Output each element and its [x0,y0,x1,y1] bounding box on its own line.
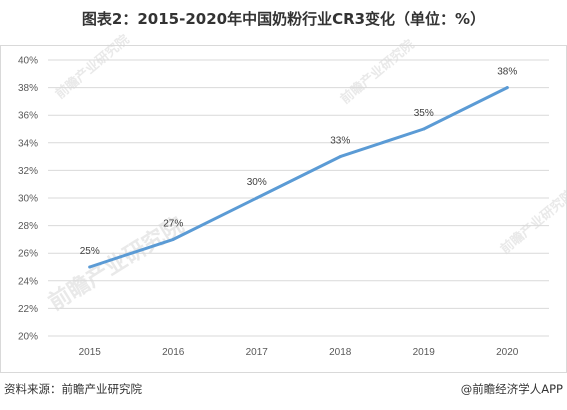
y-tick-label: 36% [18,111,38,122]
data-label: 30% [247,177,267,188]
x-tick-label: 2015 [79,347,102,358]
y-tick-label: 32% [18,166,38,177]
watermark-text-2: 前瞻产业研究院 [337,37,417,108]
data-point [505,86,509,90]
x-tick-label: 2016 [162,347,185,358]
chart-title: 图表2：2015-2020年中国奶粉行业CR3变化（单位：%） [81,10,486,28]
data-label: 33% [330,136,350,147]
y-tick-label: 26% [18,249,38,260]
data-points [88,86,509,269]
watermark-text-3: 前瞻产业研究院 [497,187,567,258]
data-point [171,237,175,241]
x-tick-label: 2018 [329,347,352,358]
data-point [338,155,342,159]
x-axis-ticks: 2015 2016 2017 2018 2019 2020 [79,347,519,358]
gridlines [48,59,549,337]
data-label: 25% [80,246,100,257]
data-label: 27% [163,218,183,229]
y-tick-label: 34% [18,138,38,149]
x-tick-label: 2020 [496,347,519,358]
y-tick-label: 24% [18,276,38,287]
watermark-text-1: 前瞻产业研究院 [52,32,132,103]
data-label: 35% [414,108,434,119]
x-tick-label: 2019 [413,347,436,358]
source-note: 资料来源：前瞻产业研究院 [4,382,142,396]
data-point [422,127,426,131]
series-line-cr3 [88,86,509,269]
data-point [88,265,92,269]
y-axis-ticks: 20% 22% 24% 26% 28% 30% 32% 34% 36% 38% 40% [18,56,38,343]
x-tick-label: 2017 [246,347,269,358]
data-label: 38% [497,67,517,78]
y-tick-label: 38% [18,83,38,94]
data-labels: 25% 27% 30% 33% 35% 38% [80,67,518,257]
y-tick-label: 40% [18,56,38,67]
y-tick-label: 20% [18,332,38,343]
data-point [255,196,259,200]
y-tick-label: 22% [18,304,38,315]
y-tick-label: 28% [18,221,38,232]
y-tick-label: 30% [18,194,38,205]
brand-note: @前瞻经济学人APP [460,382,563,396]
